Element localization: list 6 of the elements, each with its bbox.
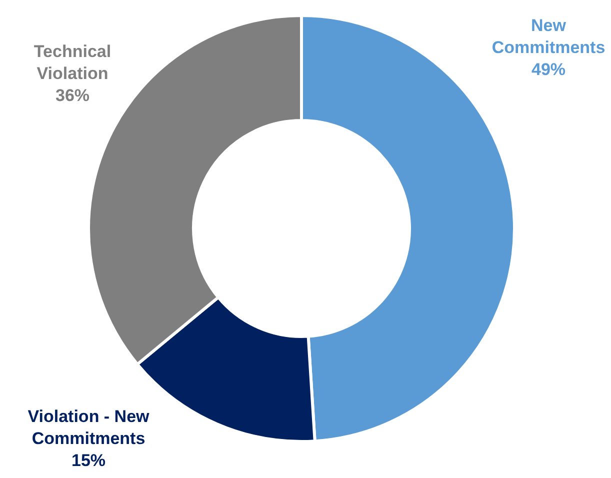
slice-label: Violation - New Commitments (28, 407, 150, 448)
data-label: 36% (55, 86, 90, 105)
slice-label: Technical Violation (34, 42, 112, 83)
slice-label: New Commitments (492, 16, 606, 57)
data-label: 49% (531, 60, 566, 79)
data-label: 15% (71, 451, 106, 470)
